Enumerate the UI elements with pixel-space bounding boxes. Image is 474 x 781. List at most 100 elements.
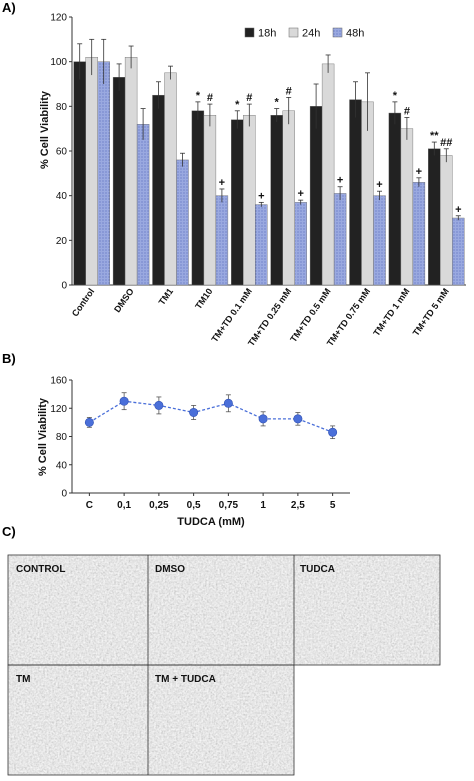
chart-a-significance-mark: * [235, 99, 240, 111]
chart-a-bar-18h [191, 110, 205, 286]
chart-a-legend-label-48h: 48h [346, 28, 364, 40]
micrograph-label-control: CONTROL [16, 564, 65, 575]
chart-a-bar-24h [243, 115, 256, 286]
chart-a-ytick-label: 100 [50, 57, 67, 68]
micrograph-control [8, 555, 148, 665]
chart-a-bar-18h [428, 148, 441, 286]
chart-b-xtick-label: 1 [260, 500, 266, 511]
chart-a-category-label: TM+TD 0.1 mM [209, 286, 253, 344]
chart-b-data-point [293, 414, 303, 424]
chart-a-bar-24h [164, 72, 177, 286]
chart-b-xtick-label: 0,25 [149, 500, 169, 511]
chart-a-bar-48h [97, 61, 110, 286]
chart-a-bar-24h [85, 57, 98, 286]
chart-a-bar-48h [373, 195, 386, 286]
chart-b-data-point [84, 417, 94, 427]
chart-a-bar-18h [309, 106, 323, 286]
chart-a-bar-18h [270, 115, 283, 286]
chart-a-bar-24h [321, 63, 335, 286]
chart-b-data-point [223, 398, 233, 408]
chart-a-bar-24h [203, 115, 217, 286]
micrograph-label-dmso: DMSO [155, 564, 185, 575]
chart-a-significance-mark: # [207, 92, 213, 104]
chart-a-bar-24h [124, 57, 138, 286]
chart-a-ytick-label: 60 [56, 147, 68, 158]
chart-a-legend-label-24h: 24h [302, 28, 320, 40]
chart-a-ytick-label: 80 [56, 102, 68, 113]
chart-a-significance-mark: ## [440, 137, 452, 149]
chart-b-xtick-label: 2,5 [291, 500, 305, 511]
panel-label-c: C) [2, 524, 16, 539]
chart-a-legend-swatch-18h [244, 27, 255, 38]
chart-b-ytick-label: 80 [56, 432, 68, 443]
chart-a-significance-mark: + [258, 190, 264, 202]
chart-b: % Cell Viability TUDCA (mM) 0 40 80 120 160 C… [37, 376, 350, 528]
micrograph-label-tm-tudca: TM + TUDCA [155, 674, 216, 685]
chart-a-bar-18h [152, 94, 165, 286]
chart-a-category-label: TM+TD 5 mM [411, 286, 451, 337]
micrograph-tm-tudca [148, 665, 294, 775]
chart-a-significance-mark: # [246, 92, 252, 104]
chart-b-xtick-label: C [86, 500, 93, 511]
chart-a-significance-mark: + [219, 177, 225, 189]
chart-a-bar-48h [136, 123, 150, 286]
chart-b-series-line [89, 400, 333, 433]
chart-a-category-label: TM+TD 0.5 mM [288, 286, 332, 344]
chart-a-bar-48h [215, 195, 229, 286]
chart-a-category-label: TM+TD 1 mM [371, 286, 411, 337]
micrograph-label-tudca: TUDCA [300, 564, 335, 575]
micrograph-tudca [294, 555, 440, 665]
micrograph-tm [8, 665, 148, 775]
micrograph-panel: CONTROL DMSO TUDCA TM TM + TUDCA [7, 554, 441, 776]
micrograph-label-tm: TM [16, 674, 30, 685]
chart-a-significance-mark: # [404, 106, 410, 118]
chart-b-ylabel: % Cell Viability [37, 397, 49, 476]
chart-a-bar-24h [282, 110, 295, 286]
chart-a-significance-mark: * [196, 90, 201, 102]
panel-label-a: A) [2, 0, 16, 15]
chart-a: % Cell Viability 0 20 40 60 80 100 120 Control D… [39, 13, 466, 348]
chart-a-bar-48h [452, 217, 465, 286]
chart-b-data-point [154, 400, 164, 410]
chart-a-bar-18h [231, 119, 244, 286]
chart-b-xlabel: TUDCA (mM) [177, 516, 245, 528]
chart-b-data-point [258, 414, 268, 424]
chart-a-significance-mark: # [286, 85, 292, 97]
chart-a-category-label: TM+TD 0.25 mM [246, 286, 293, 348]
chart-b-ytick-label: 120 [50, 404, 67, 415]
chart-b-data-point [328, 427, 338, 437]
chart-a-legend-label-18h: 18h [258, 28, 276, 40]
panel-label-b: B) [2, 351, 16, 366]
chart-a-bar-18h [388, 112, 402, 286]
chart-b-ytick-label: 160 [50, 376, 67, 387]
chart-a-significance-mark: + [455, 204, 461, 216]
chart-b-xtick-label: 5 [330, 500, 336, 511]
chart-a-significance-mark: * [393, 90, 398, 102]
chart-b-ytick-label: 40 [56, 460, 68, 471]
micrograph-dmso [148, 555, 294, 665]
chart-a-bar-24h [400, 128, 414, 286]
chart-a-legend-swatch-24h [288, 27, 299, 38]
chart-a-category-label: DMSO [112, 286, 136, 314]
chart-a-bar-48h [294, 202, 307, 286]
chart-a-bar-48h [412, 182, 426, 286]
chart-a-bar-48h [255, 204, 268, 286]
chart-b-data-point [119, 396, 129, 406]
chart-a-significance-mark: + [297, 188, 303, 200]
chart-a-bar-18h [73, 61, 86, 286]
chart-a-category-label: Control [70, 286, 97, 318]
chart-a-significance-mark: + [416, 166, 422, 178]
chart-a-bar-18h [349, 99, 362, 286]
chart-a-category-label: TM1 [157, 286, 176, 306]
chart-b-xtick-label: 0,1 [117, 500, 131, 511]
chart-a-ylabel: % Cell Viability [39, 90, 51, 169]
chart-a-bar-48h [333, 193, 347, 286]
chart-b-data-point [189, 407, 199, 417]
chart-a-significance-mark: + [337, 175, 343, 187]
chart-a-ytick-label: 40 [56, 191, 68, 202]
chart-a-category-label: TM+TD 0.75 mM [325, 286, 372, 348]
chart-a-bar-24h [440, 155, 453, 286]
chart-a-ytick-label: 0 [61, 281, 67, 292]
chart-b-ytick-label: 0 [61, 489, 67, 500]
chart-a-significance-mark: * [275, 97, 280, 109]
